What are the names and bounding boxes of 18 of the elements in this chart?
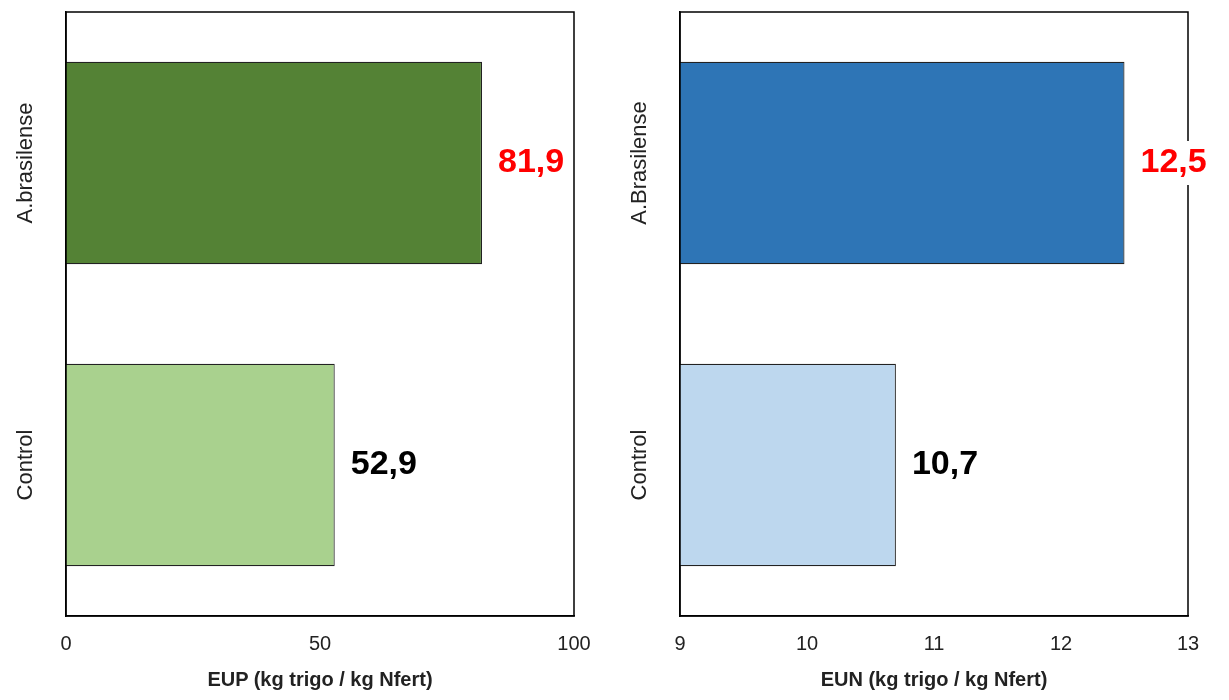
- data-label: 81,9: [498, 141, 565, 180]
- data-label: 10,7: [911, 443, 979, 482]
- x-tick-label: 10: [795, 631, 819, 654]
- x-tick-label: 12: [1049, 631, 1073, 654]
- data-label: 52,9: [350, 443, 417, 482]
- y-tick-label: Control: [626, 429, 652, 501]
- x-tick-label: 50: [308, 631, 332, 654]
- y-tick-label: A.brasilense: [12, 102, 38, 224]
- x-tick-label: 11: [923, 631, 945, 654]
- x-axis-title: EUN (kg trigo / kg Nfert): [820, 667, 1048, 690]
- x-tick-label: 0: [60, 631, 72, 654]
- x-tick-label: 13: [1176, 631, 1200, 654]
- y-tick-label: Control: [12, 429, 38, 501]
- data-label: 12,5: [1140, 141, 1207, 180]
- x-tick-label: 9: [674, 631, 686, 654]
- x-tick-label: 100: [557, 631, 591, 654]
- y-tick-label: A.Brasilense: [626, 101, 652, 225]
- x-axis-title: EUP (kg trigo / kg Nfert): [207, 667, 433, 690]
